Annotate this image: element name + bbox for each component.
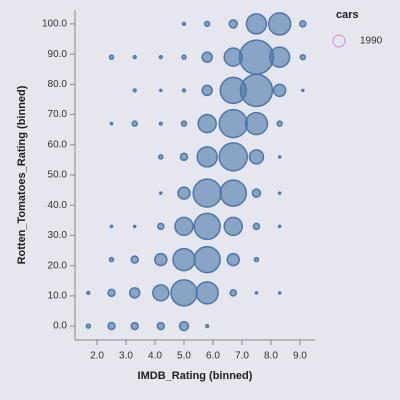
bubble: [201, 51, 213, 63]
bubble: [180, 120, 188, 127]
y-tick-label: 70.0: [48, 109, 68, 120]
x-axis-title: IMDB_Rating (binned): [138, 370, 253, 382]
bubble: [277, 155, 282, 159]
bubble: [86, 290, 91, 296]
y-tick-label: 100.0: [42, 19, 67, 30]
legend-title: cars: [336, 9, 359, 21]
bubble: [197, 113, 217, 134]
y-tick-label: 90.0: [48, 49, 68, 60]
bubble: [218, 108, 249, 139]
bubble: [130, 321, 139, 331]
bubble: [131, 120, 138, 127]
bubble: [128, 287, 141, 299]
bubble: [226, 252, 241, 267]
bubble: [251, 188, 262, 198]
bubble: [267, 12, 292, 36]
bubble: [172, 247, 196, 272]
bubble: [192, 178, 222, 208]
bubble: [158, 54, 163, 60]
bubble: [181, 21, 187, 27]
bubble: [178, 320, 190, 332]
x-tick-label: 9.0: [293, 351, 307, 362]
bubble: [156, 321, 166, 331]
y-tick-label: 60.0: [48, 139, 68, 150]
bubble: [132, 224, 137, 229]
bubble: [179, 152, 189, 162]
bubble: [85, 323, 92, 329]
y-axis-title: Rotten_Tomatoes_Rating (binned): [16, 85, 28, 264]
bubble: [158, 154, 164, 160]
bubble: [132, 54, 137, 60]
bubble: [203, 20, 211, 28]
bubble: [277, 191, 282, 195]
y-tick-label: 30.0: [48, 230, 68, 241]
bubble: [253, 256, 260, 263]
bubble: [254, 291, 259, 295]
y-tick-label: 20.0: [48, 260, 68, 271]
y-tick-label: 50.0: [48, 170, 68, 181]
bubble: [177, 186, 191, 200]
x-tick-label: 5.0: [177, 351, 191, 362]
x-tick-label: 4.0: [148, 351, 162, 362]
bubble: [108, 54, 115, 60]
bubble: [238, 39, 275, 75]
bubble: [152, 284, 170, 302]
bubble: [218, 142, 249, 172]
bubble: [154, 252, 168, 267]
y-tick-label: 80.0: [48, 79, 68, 90]
y-tick-label: 0.0: [53, 321, 67, 332]
y-tick-label: 10.0: [48, 291, 68, 302]
bubble: [170, 279, 198, 307]
bubble: [109, 224, 114, 229]
bubble: [158, 121, 163, 126]
x-tick-label: 3.0: [119, 351, 133, 362]
bubble: [108, 256, 115, 263]
bubble: [109, 121, 114, 126]
bubble: [159, 88, 163, 93]
x-tick-label: 2.0: [90, 351, 104, 362]
bubble: [277, 224, 282, 229]
bubble: [244, 111, 269, 136]
bubble: [193, 245, 221, 274]
bubble: [201, 84, 213, 97]
bubble: [174, 216, 194, 237]
bubble: [229, 289, 238, 297]
bubble: [196, 146, 218, 168]
bubble: [272, 83, 287, 98]
y-tick-label: 40.0: [48, 200, 68, 211]
bubble: [219, 179, 248, 207]
bubble: [248, 149, 265, 165]
bubble: [157, 222, 165, 231]
bubble: [130, 255, 139, 264]
bubble: [181, 88, 187, 93]
bubble: [299, 53, 307, 61]
x-tick-label: 6.0: [206, 351, 220, 362]
bubble: [245, 13, 268, 35]
legend-symbol: [332, 34, 346, 48]
bubble: [193, 212, 221, 241]
bubble: [268, 46, 291, 68]
bubble: [195, 281, 219, 305]
x-tick-label: 8.0: [264, 351, 278, 362]
x-tick-label: 7.0: [235, 351, 249, 362]
bubble: [239, 73, 274, 108]
bubble: [301, 88, 305, 93]
bubble: [299, 20, 307, 28]
bubble: [159, 191, 163, 195]
bubble: [132, 88, 137, 93]
bubble: [223, 216, 244, 237]
bubble: [277, 291, 282, 295]
bubble: [205, 323, 210, 329]
bubble: [252, 222, 261, 231]
bubble: [181, 54, 187, 60]
bubble: [228, 19, 239, 29]
bubble: [107, 321, 116, 331]
bubble: [107, 288, 116, 298]
legend-label: 1990: [360, 36, 383, 47]
bubble: [276, 120, 283, 127]
